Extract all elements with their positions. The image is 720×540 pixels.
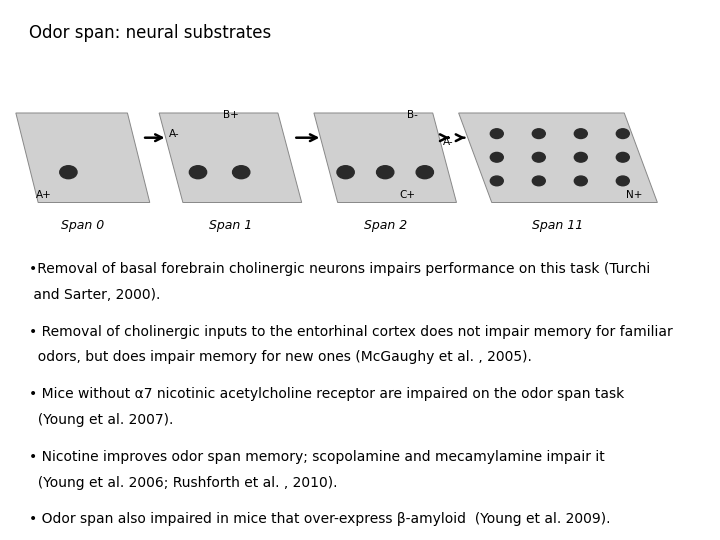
Text: • Nicotine improves odor span memory; scopolamine and mecamylamine impair it: • Nicotine improves odor span memory; sc… — [29, 450, 605, 464]
Circle shape — [575, 152, 588, 162]
Text: B-: B- — [407, 110, 418, 120]
Text: • Odor span also impaired in mice that over-express β-amyloid  (Young et al. 200: • Odor span also impaired in mice that o… — [29, 512, 611, 526]
Circle shape — [490, 129, 503, 139]
Circle shape — [490, 176, 503, 186]
Circle shape — [532, 176, 545, 186]
Polygon shape — [314, 113, 456, 202]
Polygon shape — [16, 113, 150, 202]
Circle shape — [490, 152, 503, 162]
Circle shape — [616, 129, 629, 139]
Text: A+: A+ — [36, 190, 52, 200]
Circle shape — [377, 166, 394, 179]
Circle shape — [189, 166, 207, 179]
Circle shape — [616, 176, 629, 186]
Text: N+: N+ — [626, 190, 643, 200]
Circle shape — [616, 152, 629, 162]
Text: Span 1: Span 1 — [209, 219, 252, 232]
Text: B+: B+ — [223, 110, 239, 120]
Circle shape — [233, 166, 250, 179]
Text: •Removal of basal forebrain cholinergic neurons impairs performance on this task: •Removal of basal forebrain cholinergic … — [29, 262, 650, 276]
Text: Span 11: Span 11 — [532, 219, 584, 232]
Polygon shape — [459, 113, 657, 202]
Polygon shape — [159, 113, 302, 202]
Circle shape — [532, 129, 545, 139]
Text: (Young et al. 2007).: (Young et al. 2007). — [29, 413, 174, 427]
Circle shape — [416, 166, 433, 179]
Circle shape — [337, 166, 354, 179]
Text: Span 2: Span 2 — [364, 219, 407, 232]
Circle shape — [575, 129, 588, 139]
Text: Odor span: neural substrates: Odor span: neural substrates — [29, 24, 271, 42]
Text: and Sarter, 2000).: and Sarter, 2000). — [29, 288, 160, 302]
Text: Span 0: Span 0 — [61, 219, 104, 232]
Text: • Removal of cholinergic inputs to the entorhinal cortex does not impair memory : • Removal of cholinergic inputs to the e… — [29, 325, 672, 339]
Text: A-: A- — [443, 137, 454, 147]
Text: A-: A- — [169, 129, 180, 139]
Text: • Mice without α7 nicotinic acetylcholine receptor are impaired on the odor span: • Mice without α7 nicotinic acetylcholin… — [29, 387, 624, 401]
Text: C+: C+ — [400, 190, 415, 200]
Circle shape — [60, 166, 77, 179]
Text: (Young et al. 2006; Rushforth et al. , 2010).: (Young et al. 2006; Rushforth et al. , 2… — [29, 476, 337, 490]
Circle shape — [575, 176, 588, 186]
Circle shape — [532, 152, 545, 162]
Text: odors, but does impair memory for new ones (McGaughy et al. , 2005).: odors, but does impair memory for new on… — [29, 350, 531, 365]
